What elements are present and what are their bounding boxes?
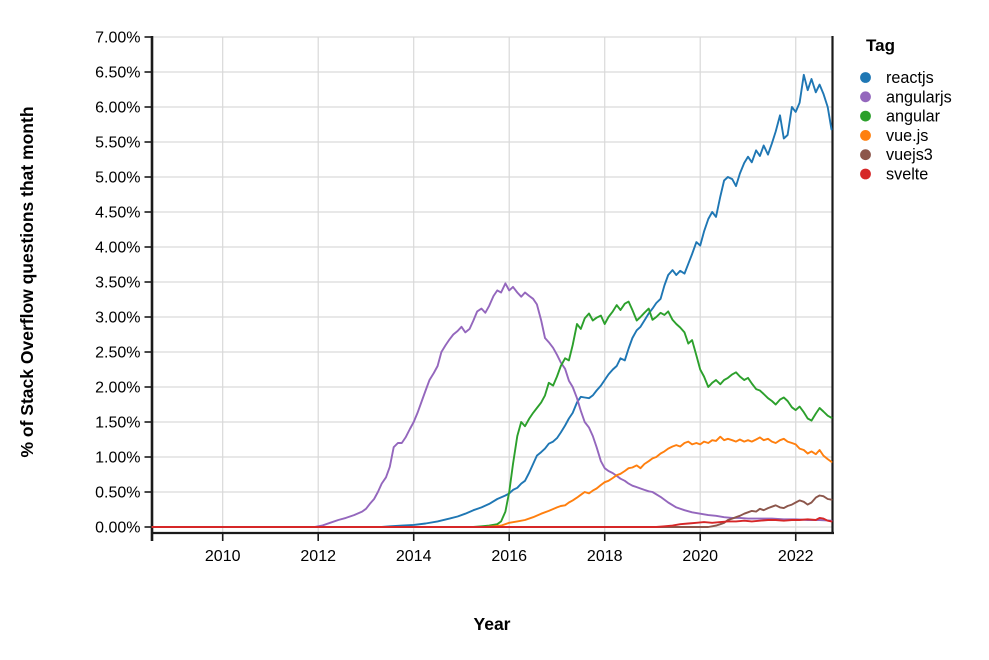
x-axis-title: Year: [474, 614, 511, 634]
legend-label-vue.js: vue.js: [886, 127, 928, 145]
legend-title: Tag: [866, 36, 895, 55]
y-tick-label: 0.50%: [95, 485, 140, 502]
y-tick-label: 1.00%: [95, 450, 140, 467]
legend-label-reactjs: reactjs: [886, 69, 934, 87]
series-line-angularjs: [151, 282, 833, 528]
y-tick-label: 3.00%: [95, 310, 140, 327]
legend-dot-angular: [860, 110, 871, 122]
axis-spines: [150, 36, 834, 541]
y-axis-title: % of Stack Overflow questions that month: [17, 106, 37, 457]
x-tick-label: 2022: [778, 548, 814, 565]
y-tick-label: 6.00%: [95, 100, 140, 117]
x-tick-label: 2010: [205, 548, 241, 565]
legend-dot-svelte: [860, 168, 871, 180]
y-tick-label: 4.50%: [95, 205, 140, 222]
series-line-angular: [151, 300, 833, 528]
x-tick-label: 2012: [300, 548, 336, 565]
y-tick-label: 1.50%: [95, 415, 140, 432]
legend-label-svelte: svelte: [886, 166, 928, 184]
legend-label-vuejs3: vuejs3: [886, 146, 933, 164]
series-line-svelte: [151, 516, 833, 528]
legend-label-angularjs: angularjs: [886, 88, 952, 106]
x-tick-label: 2020: [682, 548, 718, 565]
legend-label-angular: angular: [886, 108, 941, 126]
y-tick-label: 7.00%: [95, 30, 140, 47]
x-tick-label: 2018: [587, 548, 623, 565]
y-tick-label: 4.00%: [95, 240, 140, 257]
legend-dot-vue.js: [860, 130, 871, 141]
series-line-reactjs: [151, 73, 833, 528]
y-tick-label: 5.00%: [95, 170, 140, 187]
y-tick-label: 2.50%: [95, 345, 140, 362]
legend-dot-vuejs3: [860, 149, 871, 161]
y-tick-label: 5.50%: [95, 135, 140, 152]
x-tick-label: 2014: [396, 548, 432, 565]
tick-labels: 7.00% 6.50% 6.00% 5.50% 5.00% 4.50% 4.00% 3.50%…: [95, 30, 814, 566]
y-tick-label: 6.50%: [95, 65, 140, 82]
y-tick-label: 0.00%: [95, 520, 140, 537]
gridlines: [152, 36, 833, 533]
legend-dot-angularjs: [860, 91, 871, 103]
data-series: [151, 73, 833, 528]
y-tick-label: 2.00%: [95, 380, 140, 397]
y-tick-label: 3.50%: [95, 275, 140, 292]
axis-ticks: [144, 36, 797, 541]
x-tick-label: 2016: [491, 548, 527, 565]
legend-dot-reactjs: [860, 72, 871, 83]
series-line-vue.js: [151, 435, 833, 528]
